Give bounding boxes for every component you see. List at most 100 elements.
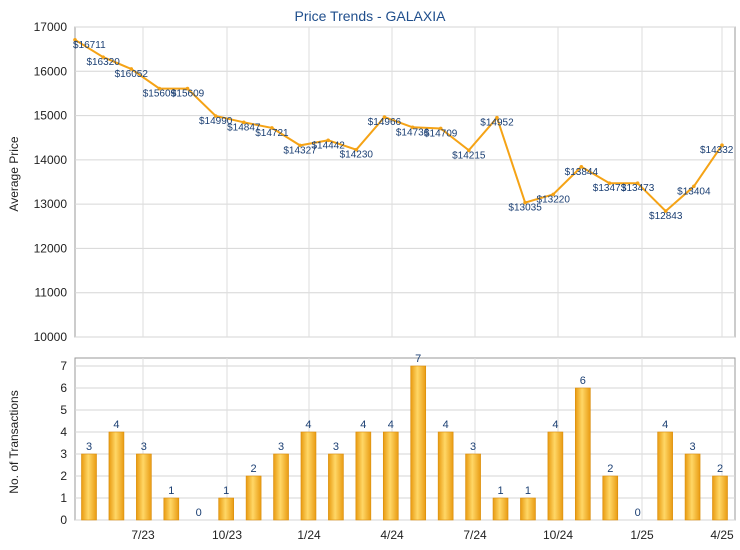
price-point xyxy=(298,143,302,148)
price-point xyxy=(523,200,527,205)
price-data-label: $15609 xyxy=(143,89,177,100)
transactions-tick-label: 0 xyxy=(60,513,67,527)
transaction-count-label: 4 xyxy=(388,419,394,431)
price-data-label: $14215 xyxy=(452,150,486,161)
price-point xyxy=(241,120,246,125)
transaction-bar xyxy=(575,387,591,521)
transaction-count-label: 3 xyxy=(141,441,147,453)
price-data-label: $14721 xyxy=(255,128,289,139)
price-point xyxy=(635,181,640,185)
price-data-label: $15609 xyxy=(171,89,205,100)
price-point xyxy=(607,181,612,185)
price-data-label: $13473 xyxy=(621,183,655,194)
price-tick-label: 14000 xyxy=(34,153,68,167)
transaction-count-label: 0 xyxy=(196,507,202,519)
transaction-bar xyxy=(218,497,234,521)
price-tick-label: 17000 xyxy=(34,20,68,34)
transaction-bar xyxy=(81,453,97,521)
transactions-panel: 0 1 2 3 4 5 6 7 3 4 3 1 0 1 2 3 4 3 4 4 7 4 3 1 1 4 6 2 0 4 3 2 7/23 10/2… xyxy=(60,353,736,542)
transaction-bar xyxy=(520,497,536,521)
price-point xyxy=(157,86,162,91)
transaction-count-label: 0 xyxy=(635,507,641,519)
transaction-bar xyxy=(300,431,317,521)
price-panel: 10000 11000 12000 13000 14000 15000 16000 17000… xyxy=(34,20,736,344)
transaction-count-label: 4 xyxy=(552,419,558,431)
transactions-tick-label: 7 xyxy=(60,359,67,373)
price-point xyxy=(326,138,330,143)
transaction-count-label: 7 xyxy=(415,353,421,365)
transaction-bar xyxy=(273,453,289,521)
x-tick-label: 1/24 xyxy=(297,528,321,542)
x-tick-label: 10/23 xyxy=(212,528,242,542)
transactions-tick-label: 4 xyxy=(60,425,67,439)
transaction-bar xyxy=(328,453,344,521)
transaction-count-label: 3 xyxy=(278,441,284,453)
price-point xyxy=(551,192,556,197)
transaction-count-label: 2 xyxy=(251,463,257,475)
price-data-label: $13404 xyxy=(677,186,711,197)
transaction-bar xyxy=(245,475,262,521)
transaction-count-label: 4 xyxy=(360,419,366,431)
price-point xyxy=(495,115,499,120)
price-point xyxy=(213,114,218,118)
price-data-label: $14736 xyxy=(396,127,430,138)
price-data-label: $14709 xyxy=(424,128,458,139)
price-data-label: $16320 xyxy=(86,57,120,68)
transactions-tick-label: 1 xyxy=(60,491,67,505)
transactions-axis-label: No. of Transactions xyxy=(7,390,21,493)
transaction-bar xyxy=(547,431,564,521)
transactions-tick-label: 2 xyxy=(60,469,67,483)
price-data-label: $14442 xyxy=(311,140,345,151)
transactions-plot-area xyxy=(74,357,736,521)
price-tick-label: 11000 xyxy=(35,286,68,300)
x-tick-label: 1/25 xyxy=(630,528,654,542)
transaction-count-label: 3 xyxy=(470,441,476,453)
price-data-label: $14952 xyxy=(480,118,514,129)
price-point xyxy=(438,126,443,131)
price-point xyxy=(410,125,415,130)
price-data-label: $14990 xyxy=(199,116,233,127)
transaction-count-label: 4 xyxy=(113,419,119,431)
price-series-line xyxy=(74,38,723,213)
price-tick-label: 16000 xyxy=(34,64,68,78)
transaction-bar xyxy=(136,453,152,521)
x-tick-label: 7/23 xyxy=(131,528,155,542)
price-point xyxy=(579,164,584,169)
price-point xyxy=(129,67,134,71)
price-data-label: $13844 xyxy=(565,167,599,178)
transactions-tick-label: 6 xyxy=(60,381,67,395)
price-data-label: $12843 xyxy=(649,211,683,222)
transactions-tick-label: 3 xyxy=(60,447,67,461)
transaction-count-label: 2 xyxy=(607,463,613,475)
chart-title: Price Trends - GALAXIA xyxy=(295,8,447,24)
price-data-label: $13035 xyxy=(508,203,542,214)
price-tick-label: 12000 xyxy=(34,241,68,255)
price-point xyxy=(720,143,724,147)
transaction-count-label: 3 xyxy=(86,441,92,453)
price-point xyxy=(382,115,387,119)
transaction-bar xyxy=(410,365,427,521)
transaction-bar xyxy=(437,431,454,521)
transaction-count-label: 1 xyxy=(525,485,531,497)
transaction-bar xyxy=(163,497,180,521)
transaction-bar xyxy=(465,453,481,521)
transaction-bar xyxy=(684,453,701,521)
transaction-bar xyxy=(712,475,728,521)
price-point xyxy=(354,147,359,152)
transaction-bar xyxy=(382,431,399,521)
price-point xyxy=(101,55,105,59)
price-data-label: $14327 xyxy=(283,145,317,156)
price-data-label: $14966 xyxy=(368,117,402,128)
price-point xyxy=(73,37,77,42)
x-tick-label: 4/25 xyxy=(710,528,734,542)
price-axis-label: Average Price xyxy=(7,136,21,211)
transaction-count-label: 1 xyxy=(497,485,503,497)
transaction-count-label: 3 xyxy=(690,441,696,453)
transaction-count-label: 1 xyxy=(223,485,229,497)
price-data-label: $16711 xyxy=(73,40,106,51)
price-data-label: $14230 xyxy=(340,150,374,161)
transaction-count-label: 2 xyxy=(717,463,723,475)
price-data-label: $13473 xyxy=(593,183,627,194)
price-tick-label: 13000 xyxy=(34,197,68,211)
